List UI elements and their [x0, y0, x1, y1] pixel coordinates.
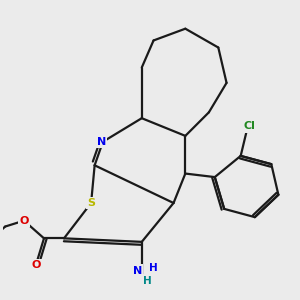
Text: Cl: Cl — [243, 122, 255, 131]
Text: N: N — [133, 266, 142, 276]
Text: O: O — [31, 260, 40, 270]
Text: H: H — [143, 276, 152, 286]
Text: H: H — [149, 263, 158, 273]
Text: S: S — [87, 198, 95, 208]
Text: O: O — [19, 216, 29, 226]
Text: N: N — [97, 137, 106, 147]
